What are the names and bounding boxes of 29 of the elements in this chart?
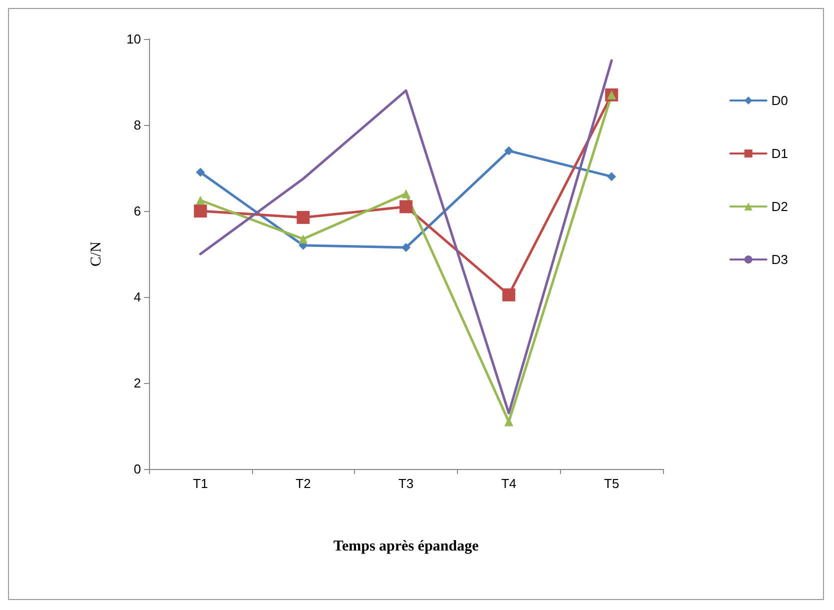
point (504, 417, 514, 426)
x-tick-label: T2 (296, 476, 311, 491)
y-tick-label: 6 (134, 204, 141, 218)
y-tick-label: 10 (126, 32, 141, 46)
legend-label: D3 (771, 252, 788, 267)
point (402, 189, 410, 198)
x-tick-label: T5 (604, 476, 620, 491)
x-tick-label: T1 (192, 476, 208, 491)
point (196, 196, 205, 205)
legend-label: D0 (771, 93, 788, 108)
point (402, 243, 410, 252)
x-axis-title: Temps après épandage (333, 538, 479, 554)
point (607, 172, 616, 182)
point (400, 200, 412, 214)
point (196, 168, 205, 177)
point (504, 146, 514, 156)
point (298, 234, 308, 244)
legend-label: D2 (771, 199, 788, 214)
y-tick-label: 0 (134, 462, 141, 476)
y-tick-label: 8 (134, 118, 141, 132)
point (502, 288, 516, 302)
x-tick-label: T4 (501, 476, 516, 491)
legend-label: D1 (771, 146, 788, 161)
x-tick-label: T3 (398, 476, 414, 491)
y-axis-title: C/N (88, 241, 104, 267)
y-tick-label: 4 (134, 290, 141, 304)
point (194, 204, 207, 218)
y-tick-label: 2 (134, 376, 141, 390)
point (296, 210, 310, 224)
